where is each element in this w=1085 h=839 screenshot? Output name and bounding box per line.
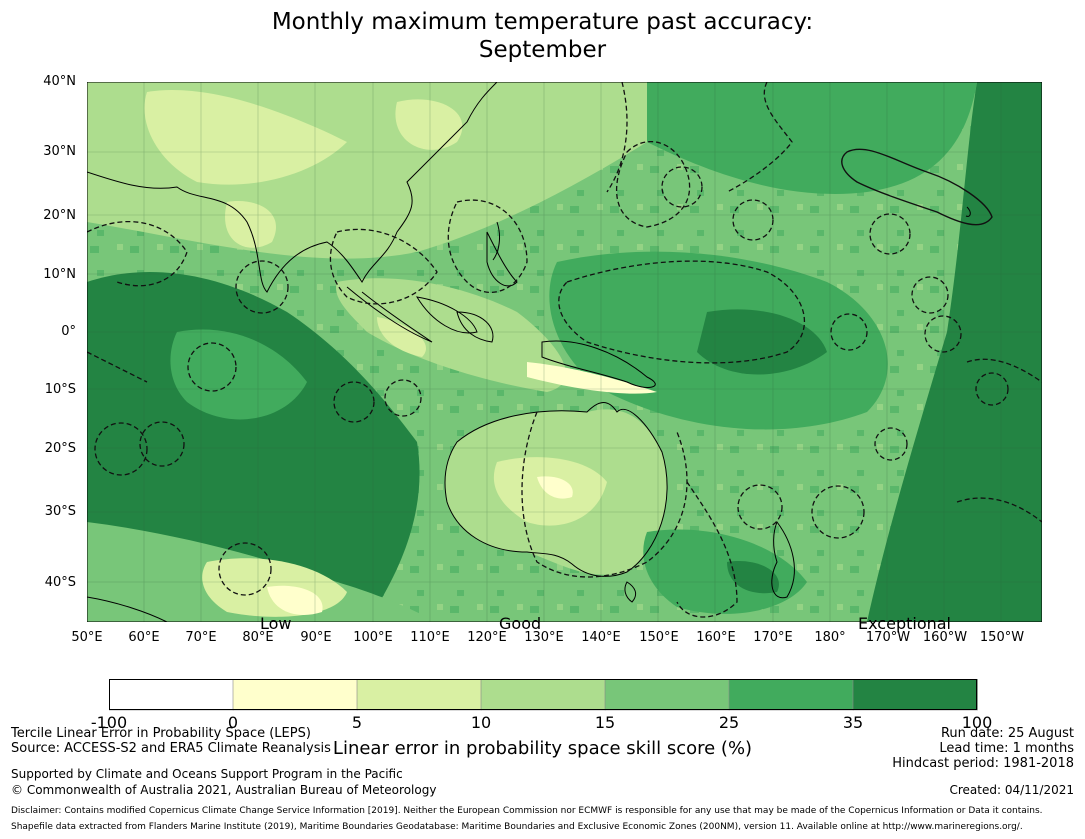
indian-ocean xyxy=(87,272,420,622)
colorbar-swatch xyxy=(604,679,730,711)
lat-label: 0° xyxy=(61,324,76,339)
lon-label: 120°E xyxy=(467,630,507,645)
title-line2: September xyxy=(478,37,607,63)
colorbar-title: Linear error in probability space skill … xyxy=(332,738,753,759)
colorbar-swatch xyxy=(480,679,606,711)
colorbar-tick: 10 xyxy=(470,713,492,732)
lon-label: 130°E xyxy=(524,630,564,645)
colorbar-swatch xyxy=(728,679,854,711)
copyright-text: © Commonwealth of Australia 2021, Austra… xyxy=(11,783,437,797)
lon-label: 160°W xyxy=(922,630,968,645)
lon-label: 170°E xyxy=(753,630,793,645)
lat-label: 20°S xyxy=(44,441,76,456)
lon-label: 60°E xyxy=(128,630,160,645)
lon-label: 80°E xyxy=(242,630,274,645)
source-text: Source: ACCESS-S2 and ERA5 Climate Reana… xyxy=(11,741,331,756)
colorbar-tick: 15 xyxy=(594,713,616,732)
colorbar xyxy=(109,679,978,711)
lon-label: 50°E xyxy=(71,630,103,645)
lon-label: 180° xyxy=(814,630,846,645)
skill-map xyxy=(87,82,1042,622)
lat-label: 10°S xyxy=(44,382,76,397)
colorbar-tick: 35 xyxy=(842,713,864,732)
title-line1: Monthly maximum temperature past accurac… xyxy=(271,9,814,35)
coastlines xyxy=(87,82,971,622)
lon-label: 160°E xyxy=(696,630,736,645)
created-text: Created: 04/11/2021 xyxy=(949,783,1074,797)
lon-label: 150°E xyxy=(639,630,679,645)
lon-label: 140°E xyxy=(581,630,621,645)
hindcast-text: Hindcast period: 1981-2018 xyxy=(892,756,1074,771)
category-low-label: Low xyxy=(260,614,292,633)
eez-boundaries xyxy=(87,82,1042,618)
lat-label: 30°S xyxy=(44,504,76,519)
colorbar-tick: 100 xyxy=(961,713,993,732)
lead-time-text: Lead time: 1 months xyxy=(939,741,1074,756)
lon-label: 150°W xyxy=(979,630,1025,645)
lon-label: 110°E xyxy=(410,630,450,645)
colorbar-tick: 25 xyxy=(718,713,740,732)
colorbar-swatch xyxy=(232,679,358,711)
lat-label: 40°N xyxy=(43,74,76,89)
method-text: Tercile Linear Error in Probability Spac… xyxy=(11,726,311,741)
colorbar-swatch xyxy=(852,679,978,711)
maritime-continent xyxy=(336,278,566,392)
lat-label: 20°N xyxy=(43,208,76,223)
lon-label: 90°E xyxy=(300,630,332,645)
colorbar-tick: -100 xyxy=(90,713,128,732)
support-text: Supported by Climate and Oceans Support … xyxy=(11,767,403,781)
lon-label: 100°E xyxy=(353,630,393,645)
category-exceptional-label: Exceptional xyxy=(858,614,951,633)
colorbar-tick: 5 xyxy=(351,713,363,732)
shapefile-credit-text: Shapefile data extracted from Flanders M… xyxy=(11,822,1023,832)
category-good-label: Good xyxy=(499,614,542,633)
disclaimer-text: Disclaimer: Contains modified Copernicus… xyxy=(11,806,1043,816)
lat-label: 10°N xyxy=(43,267,76,282)
lat-label: 40°S xyxy=(44,575,76,590)
east-pacific xyxy=(867,82,1042,622)
hawaii-eez xyxy=(841,148,993,226)
colorbar-tick: 0 xyxy=(227,713,239,732)
run-date-text: Run date: 25 August xyxy=(940,726,1074,741)
colorbar-swatch xyxy=(356,679,482,711)
map-title: Monthly maximum temperature past accurac… xyxy=(0,8,1085,64)
graticule xyxy=(87,82,1042,622)
colorbar-swatch xyxy=(109,679,234,711)
lon-label: 170°W xyxy=(865,630,911,645)
lat-label: 30°N xyxy=(43,144,76,159)
lon-label: 70°E xyxy=(185,630,217,645)
